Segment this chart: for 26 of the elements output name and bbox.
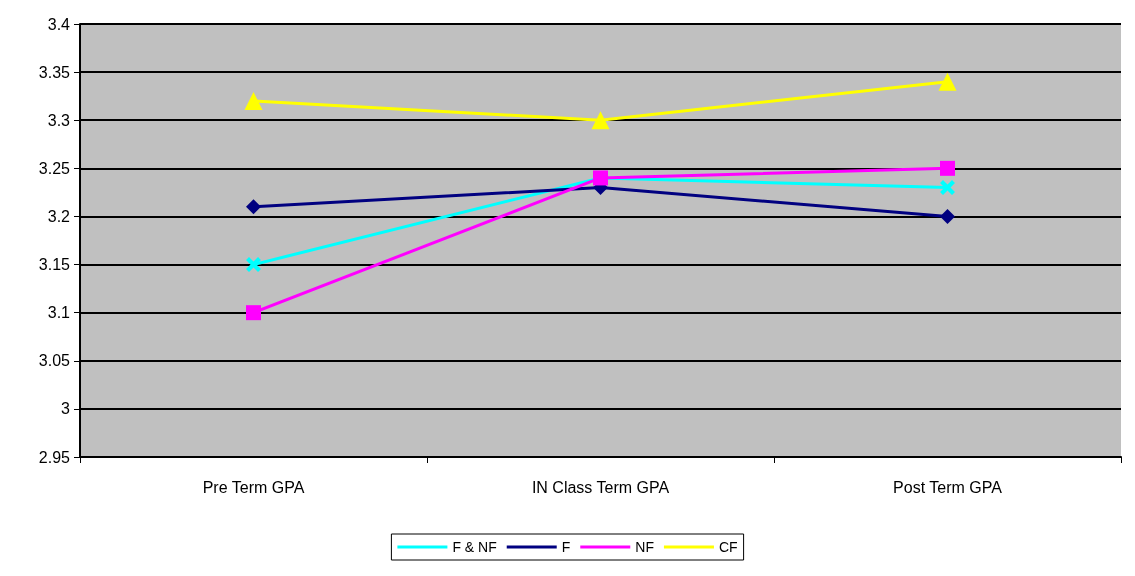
- y-tick-label: 3.3: [47, 111, 71, 129]
- point: [940, 180, 955, 196]
- point: [938, 72, 957, 91]
- x-tick-label: Pre Term GPA: [202, 478, 305, 496]
- y-tick-label: 3.15: [38, 256, 71, 274]
- point: [246, 199, 261, 215]
- legend-label: F & NF: [452, 539, 497, 555]
- point: [940, 208, 955, 224]
- point: [591, 111, 610, 130]
- y-tick-label: 3.25: [38, 159, 71, 177]
- y-tick-label: 3.4: [47, 15, 71, 33]
- point: [940, 160, 955, 176]
- y-tick-label: 3.1: [47, 304, 71, 322]
- y-tick-label: 3.2: [47, 207, 71, 225]
- x-tick-label: Post Term GPA: [893, 478, 1003, 496]
- y-tick-label: 3.35: [38, 63, 71, 81]
- y-tick-label: 3: [61, 400, 71, 418]
- y-tick-label: 2.95: [38, 448, 71, 466]
- x-tick-label: IN Class Term GPA: [531, 478, 670, 496]
- y-tick-label: 3.05: [38, 352, 71, 370]
- point: [246, 305, 261, 321]
- legend-label: CF: [718, 539, 738, 555]
- legend-label: NF: [635, 539, 654, 555]
- legend-label: F: [561, 539, 571, 555]
- point: [244, 91, 263, 110]
- point: [246, 257, 261, 273]
